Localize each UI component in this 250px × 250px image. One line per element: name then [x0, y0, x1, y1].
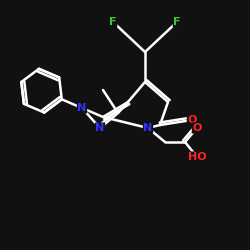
Text: O: O	[192, 123, 202, 133]
Text: F: F	[109, 17, 117, 27]
Text: HO: HO	[188, 152, 206, 162]
Text: O: O	[187, 115, 197, 125]
Text: N: N	[78, 103, 87, 113]
Text: N: N	[144, 123, 152, 133]
Text: F: F	[173, 17, 181, 27]
Text: N: N	[96, 123, 104, 133]
